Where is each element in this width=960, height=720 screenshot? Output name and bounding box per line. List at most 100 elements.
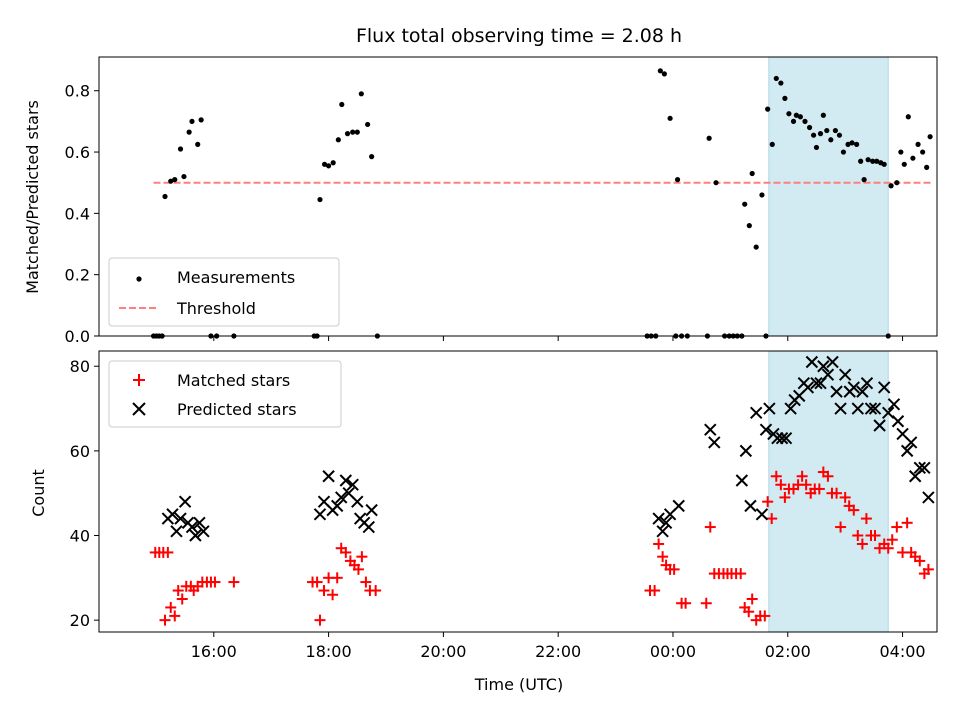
- matched-star-point: [172, 585, 184, 597]
- measurement-point: [793, 112, 799, 118]
- measurement-point: [790, 118, 797, 124]
- measurement-point: [189, 118, 195, 124]
- predicted-star-point: [900, 444, 914, 458]
- predicted-star-point: [891, 415, 905, 428]
- matched-star-point: [370, 585, 382, 597]
- y-tick-label: 80: [70, 357, 90, 376]
- ratio-panel: 0.00.20.40.60.8 Matched/Predicted stars …: [23, 56, 938, 346]
- predicted-star-point: [759, 423, 773, 436]
- legend-measurements-marker: [136, 276, 142, 282]
- ratio-y-axis-ticks: 0.0 0.2 0.4 0.6 0.8: [65, 82, 99, 346]
- matched-star-point: [860, 513, 872, 525]
- chart-title: Flux total observing time = 2.08 h: [356, 25, 682, 47]
- y-tick-label: 20: [70, 611, 90, 630]
- predicted-star-point: [918, 461, 931, 475]
- measurement-point: [769, 141, 775, 147]
- matched-star-point: [704, 521, 716, 533]
- x-tick-label: 22:00: [535, 642, 581, 661]
- x-axis-label: Time (UTC): [474, 675, 563, 694]
- ratio-x-axis-ticks: [213, 336, 904, 341]
- matched-star-point: [340, 546, 352, 558]
- measurement-point: [905, 114, 911, 120]
- measurement-point: [746, 223, 752, 229]
- matched-star-point: [839, 491, 851, 503]
- measurement-point: [369, 154, 375, 160]
- measurement-point: [321, 161, 328, 167]
- predicted-star-point: [860, 376, 874, 390]
- highlight-span: [768, 56, 889, 337]
- measurement-point: [661, 71, 667, 77]
- measurement-point: [674, 177, 681, 183]
- matched-star-point: [327, 589, 339, 601]
- count-y-axis-label: Count: [29, 469, 48, 517]
- measurement-point: [828, 137, 834, 143]
- matched-star-point: [852, 530, 864, 542]
- measurement-point: [927, 134, 933, 140]
- predicted-star-point: [821, 368, 835, 381]
- matched-star-point: [901, 517, 913, 529]
- count-panel-frame: [98, 350, 938, 633]
- predicted-star-point: [652, 512, 665, 525]
- x-tick-label: 00:00: [650, 642, 696, 661]
- matched-star-point: [766, 513, 778, 525]
- measurement-point: [802, 118, 808, 124]
- measurement-point: [344, 131, 351, 137]
- measurement-point: [759, 192, 765, 198]
- ratio-legend: Measurements Threshold: [108, 257, 340, 327]
- predicted-star-point: [868, 402, 882, 415]
- matched-star-point: [314, 614, 326, 626]
- predicted-star-point: [784, 402, 797, 415]
- predicted-star-point: [744, 499, 757, 513]
- predicted-star-point: [346, 478, 359, 491]
- predicted-star-point: [193, 516, 206, 530]
- matched-star-point: [657, 551, 669, 563]
- predicted-star-point: [904, 436, 918, 449]
- measurement-point: [317, 196, 323, 203]
- measurement-point: [845, 141, 851, 147]
- measurement-point: [162, 193, 168, 200]
- measurement-point: [773, 75, 779, 82]
- predicted-star-point: [178, 495, 192, 508]
- measurement-point: [358, 91, 364, 97]
- observing-window-highlight: [768, 56, 889, 337]
- predicted-star-point: [330, 499, 344, 513]
- matched-star-point: [169, 610, 181, 622]
- y-tick-label: 0.2: [65, 266, 90, 285]
- count-x-axis-ticks: 16:00 18:00 20:00 22:00 00:00 02:00 04:00: [191, 632, 926, 661]
- measurement-point: [749, 170, 755, 177]
- measurement-point: [706, 135, 712, 141]
- predicted-star-point: [313, 508, 327, 521]
- predicted-star-point: [864, 402, 878, 415]
- highlight-span: [768, 350, 889, 633]
- ratio-y-axis-label: Matched/Predicted stars: [23, 100, 42, 294]
- predicted-star-point: [775, 431, 789, 445]
- measurement-point: [820, 112, 826, 118]
- measurement-point: [195, 141, 201, 147]
- predicted-star-point: [801, 381, 815, 394]
- predicted-star-point: [834, 402, 847, 415]
- matched-star-point: [176, 593, 188, 605]
- matched-star-point: [831, 487, 843, 499]
- predicted-star-point: [704, 423, 717, 436]
- measurement-point: [920, 149, 926, 155]
- measurement-point: [181, 173, 187, 180]
- matched-star-point: [331, 572, 343, 584]
- predicted-star-point: [779, 431, 793, 445]
- predicted-star-point: [877, 381, 891, 394]
- matched-star-point: [360, 576, 372, 588]
- matched-star-point: [668, 563, 680, 575]
- matched-star-point: [848, 504, 860, 516]
- predicted-star-point: [659, 516, 673, 530]
- measurement-point: [894, 180, 900, 186]
- y-tick-label: 0.4: [65, 204, 90, 223]
- matched-star-point: [770, 470, 782, 482]
- measurement-point: [339, 101, 345, 108]
- matched-star-point: [743, 606, 755, 618]
- matched-star-point: [922, 563, 934, 575]
- measurement-point: [657, 68, 663, 74]
- measurement-point: [786, 111, 792, 117]
- y-tick-label: 0.8: [65, 82, 90, 101]
- matched-star-point: [165, 601, 177, 613]
- x-tick-label: 04:00: [880, 642, 926, 661]
